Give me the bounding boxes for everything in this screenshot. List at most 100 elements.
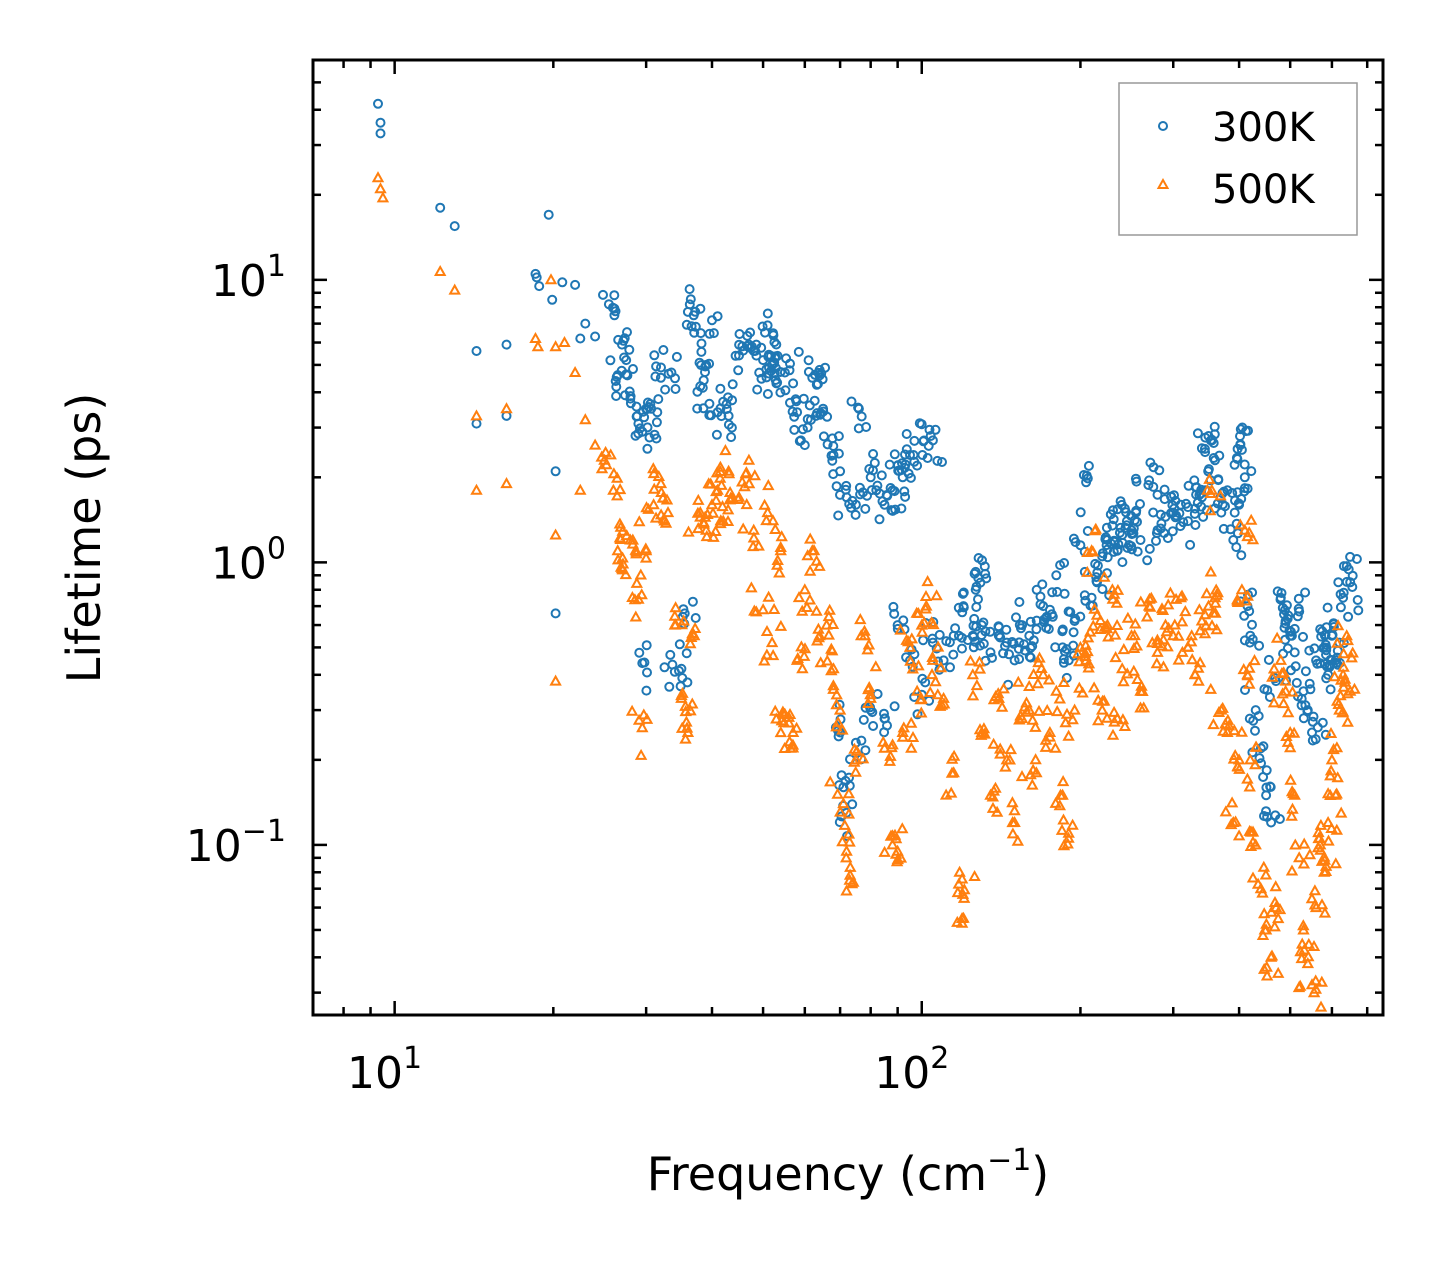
point-500k xyxy=(945,766,959,778)
point-300k xyxy=(1112,545,1123,555)
point-300k xyxy=(973,553,984,563)
point-300k xyxy=(375,117,386,128)
point-500k xyxy=(929,675,942,687)
point-500k xyxy=(448,283,461,295)
point-300k xyxy=(993,621,1004,632)
point-500k xyxy=(1100,711,1114,723)
point-300k xyxy=(670,384,681,394)
point-500k xyxy=(1210,623,1223,635)
point-500k xyxy=(758,654,771,666)
point-500k xyxy=(1161,640,1174,652)
point-300k xyxy=(809,395,820,406)
point-500k xyxy=(831,787,844,799)
point-300k xyxy=(1148,481,1159,492)
point-500k xyxy=(630,576,644,588)
point-300k xyxy=(1239,635,1250,646)
point-300k xyxy=(708,328,719,339)
point-500k xyxy=(1228,748,1242,760)
point-300k xyxy=(876,470,887,481)
point-300k xyxy=(1058,657,1069,668)
point-300k xyxy=(771,339,782,350)
point-500k xyxy=(1116,713,1130,725)
point-300k xyxy=(795,435,806,446)
point-300k xyxy=(788,378,799,389)
point-500k xyxy=(748,469,762,481)
point-500k xyxy=(825,644,839,656)
point-500k xyxy=(1332,697,1345,709)
point-500k xyxy=(1110,618,1124,630)
point-500k xyxy=(647,498,660,510)
point-300k xyxy=(1144,543,1155,554)
point-500k xyxy=(775,530,788,542)
point-300k xyxy=(1203,464,1214,475)
point-300k xyxy=(762,320,773,331)
point-500k xyxy=(766,649,780,661)
point-300k xyxy=(1209,429,1220,440)
point-500k xyxy=(1022,679,1036,691)
point-300k xyxy=(1282,643,1293,654)
point-300k xyxy=(879,713,890,724)
point-300k xyxy=(1250,725,1260,736)
point-500k xyxy=(1204,682,1218,694)
point-500k xyxy=(1307,939,1321,951)
point-500k xyxy=(1238,523,1252,535)
point-300k xyxy=(630,430,641,441)
point-300k xyxy=(1304,645,1315,656)
point-500k xyxy=(762,479,775,491)
point-500k xyxy=(1134,595,1148,607)
point-300k xyxy=(847,799,858,810)
point-300k xyxy=(1190,520,1201,530)
point-300k xyxy=(628,364,638,374)
point-300k xyxy=(882,490,893,501)
point-500k xyxy=(1068,703,1081,715)
point-300k xyxy=(642,422,653,433)
point-500k xyxy=(814,656,827,668)
point-300k xyxy=(570,279,581,290)
point-300k xyxy=(1019,639,1029,650)
point-300k xyxy=(1305,684,1316,695)
point-300k xyxy=(770,351,781,362)
point-500k xyxy=(691,506,705,518)
point-300k xyxy=(1217,499,1228,510)
point-300k xyxy=(1261,765,1272,776)
point-500k xyxy=(1273,903,1287,915)
point-300k xyxy=(1151,528,1162,538)
point-500k xyxy=(1205,619,1219,631)
point-300k xyxy=(805,414,816,425)
point-500k xyxy=(966,668,980,680)
point-500k xyxy=(1315,854,1329,866)
point-500k xyxy=(1267,662,1281,674)
point-500k xyxy=(500,477,513,489)
point-500k xyxy=(1198,608,1212,620)
point-500k xyxy=(864,688,877,700)
legend: 300K 500K xyxy=(1118,82,1358,236)
point-500k xyxy=(371,171,385,183)
point-500k xyxy=(600,458,613,470)
point-500k xyxy=(894,851,908,863)
point-500k xyxy=(1232,829,1246,841)
point-500k xyxy=(876,735,890,747)
point-500k xyxy=(903,640,917,652)
point-300k xyxy=(860,745,871,756)
point-500k xyxy=(1321,787,1335,799)
point-500k xyxy=(1269,880,1282,892)
point-500k xyxy=(376,191,390,203)
point-300k xyxy=(1218,523,1229,534)
point-500k xyxy=(1203,504,1217,516)
point-300k xyxy=(1025,616,1036,627)
point-500k xyxy=(1329,857,1343,869)
point-500k xyxy=(888,828,902,840)
point-500k xyxy=(433,264,447,276)
point-500k xyxy=(1330,741,1344,753)
point-500k xyxy=(632,713,646,725)
point-500k xyxy=(760,624,774,636)
point-300k xyxy=(850,509,861,520)
point-300k xyxy=(784,365,795,376)
point-500k xyxy=(470,409,483,421)
point-500k xyxy=(1248,654,1261,666)
point-500k xyxy=(1338,672,1352,684)
point-500k xyxy=(1082,657,1096,669)
point-500k xyxy=(1086,619,1100,631)
point-300k xyxy=(1280,618,1291,629)
point-500k xyxy=(1094,613,1107,625)
